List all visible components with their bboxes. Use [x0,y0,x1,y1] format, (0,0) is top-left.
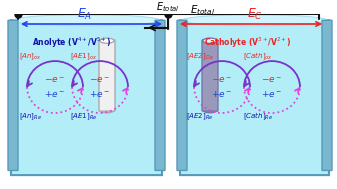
Text: $+e^-$: $+e^-$ [89,89,111,99]
Text: $-e^-$: $-e^-$ [89,76,111,85]
FancyBboxPatch shape [8,20,18,170]
Text: Anolyte (V$^{4+}$/V$^{5+}$): Anolyte (V$^{4+}$/V$^{5+}$) [32,35,112,50]
Text: $+e^-$: $+e^-$ [211,89,233,99]
FancyBboxPatch shape [99,40,115,111]
Ellipse shape [203,108,217,113]
FancyBboxPatch shape [155,20,165,170]
FancyBboxPatch shape [202,40,218,111]
Ellipse shape [182,15,327,26]
Text: $-e^-$: $-e^-$ [44,76,66,85]
Ellipse shape [203,38,217,43]
Text: $E_C$: $E_C$ [247,7,263,22]
Ellipse shape [100,108,114,113]
Text: $E_A$: $E_A$ [78,7,93,22]
Text: $-e^-$: $-e^-$ [261,76,283,85]
Text: $[AE2]_{Re}$: $[AE2]_{Re}$ [186,112,214,122]
FancyBboxPatch shape [177,20,187,170]
Ellipse shape [13,15,160,26]
Text: $[An]_{Re}$: $[An]_{Re}$ [19,112,41,122]
Text: $E_{total}$: $E_{total}$ [190,3,215,17]
Text: $+e^-$: $+e^-$ [44,89,66,99]
Ellipse shape [100,38,114,43]
Text: $[An]_{ox}$: $[An]_{ox}$ [19,51,41,62]
Text: $[Cath]_{ox}$: $[Cath]_{ox}$ [243,51,273,62]
Text: $[AE1]_{ox}$: $[AE1]_{ox}$ [70,51,97,62]
Text: $E_{total}$: $E_{total}$ [156,0,180,14]
Text: $+e^-$: $+e^-$ [261,89,283,99]
Text: Catholyte (V$^{3+}$/V$^{2+}$): Catholyte (V$^{3+}$/V$^{2+}$) [204,35,292,50]
Text: $[Cath]_{Re}$: $[Cath]_{Re}$ [243,111,273,122]
FancyBboxPatch shape [180,20,329,175]
Text: $-e^-$: $-e^-$ [211,76,233,85]
Text: $[AE1]_{Re}$: $[AE1]_{Re}$ [70,112,98,122]
FancyBboxPatch shape [322,20,332,170]
Text: $[AE2]_{Ox}$: $[AE2]_{Ox}$ [186,51,214,62]
FancyBboxPatch shape [11,20,162,175]
